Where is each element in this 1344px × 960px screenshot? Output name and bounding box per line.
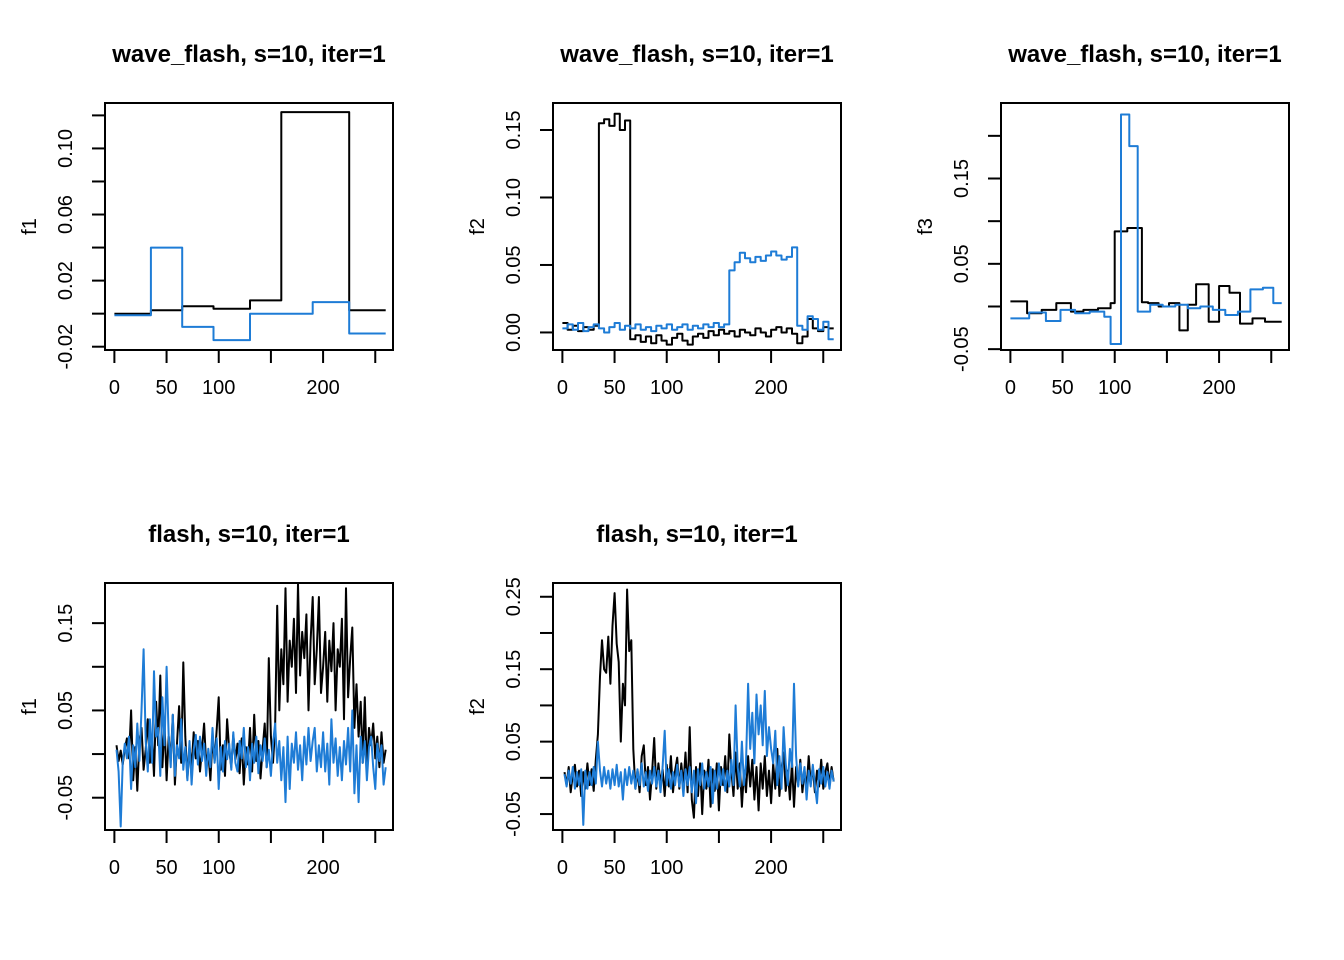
y-tick-label: -0.05 xyxy=(503,791,525,837)
plot-box xyxy=(1000,102,1290,351)
chart-flash-f1: 0 50 100 200 -0.05 0.05 0.15 flash, s=10, iter=… xyxy=(19,521,394,879)
series-line-blue xyxy=(563,682,835,826)
x-tick-label: 100 xyxy=(1098,377,1131,399)
series-line-blue xyxy=(562,246,834,341)
y-axis-label: f2 xyxy=(467,698,489,715)
x-tick-label: 100 xyxy=(202,377,235,399)
plot-flash-f1: 0 50 100 200 -0.05 0.05 0.15 flash, s=10, iter=… xyxy=(0,480,448,960)
plot-title: flash, s=10, iter=1 xyxy=(148,521,349,548)
y-tick-label: -0.05 xyxy=(55,775,77,821)
y-tick-label: 0.05 xyxy=(503,722,525,761)
x-tick-label: 200 xyxy=(1202,377,1235,399)
plot-title: wave_flash, s=10, iter=1 xyxy=(1007,41,1282,68)
plot-title: flash, s=10, iter=1 xyxy=(596,521,797,548)
chart-flash-f2: 0 50 100 200 -0.05 0.05 0.15 0.25 flash, s=10, i… xyxy=(467,521,842,879)
x-tick-label: 0 xyxy=(109,857,120,879)
plot-title: wave_flash, s=10, iter=1 xyxy=(559,41,834,68)
chart-wave-flash-f3: 0 50 100 200 -0.05 0.05 0.15 wave_flash, s=10, … xyxy=(915,41,1290,399)
y-tick-label: 0.05 xyxy=(951,244,973,283)
y-tick-label: 0.00 xyxy=(503,313,525,352)
chart-wave-flash-f1: 0 50 100 200 -0.02 0.02 0.06 0.10 wave_flash, s=… xyxy=(19,41,394,399)
y-axis-label: f1 xyxy=(19,698,41,715)
empty-cell xyxy=(896,480,1344,960)
y-tick-label: 0.05 xyxy=(55,691,77,730)
y-tick-label: 0.05 xyxy=(503,245,525,284)
x-tick-label: 50 xyxy=(155,857,177,879)
series-line-blue xyxy=(115,648,387,828)
y-tick-label: -0.02 xyxy=(55,324,77,370)
x-tick-label: 0 xyxy=(1005,377,1016,399)
y-tick-label: 0.15 xyxy=(951,159,973,198)
y-axis-label: f1 xyxy=(19,218,41,235)
y-tick-label: 0.10 xyxy=(55,129,77,168)
plot-box xyxy=(104,102,394,351)
plot-flash-f2: 0 50 100 200 -0.05 0.05 0.15 0.25 flash, s=10, i… xyxy=(448,480,896,960)
y-tick-label: 0.25 xyxy=(503,577,525,616)
y-tick-label: 0.15 xyxy=(503,111,525,150)
x-tick-label: 50 xyxy=(603,377,625,399)
x-tick-label: 50 xyxy=(603,857,625,879)
plot-box xyxy=(552,582,842,831)
plot-box xyxy=(104,582,394,831)
y-tick-label: 0.15 xyxy=(55,604,77,643)
chart-wave-flash-f2: 0 50 100 200 0.00 0.05 0.10 0.15 wave_flash, s=1… xyxy=(467,41,842,399)
series-line-black xyxy=(562,112,834,346)
plot-wave-flash-f1: 0 50 100 200 -0.02 0.02 0.06 0.10 wave_flash, s=… xyxy=(0,0,448,480)
x-tick-label: 50 xyxy=(155,377,177,399)
x-tick-label: 100 xyxy=(202,857,235,879)
series-line-blue xyxy=(1010,113,1282,345)
y-axis-label: f3 xyxy=(915,218,937,235)
y-tick-label: 0.06 xyxy=(55,195,77,234)
x-tick-label: 100 xyxy=(650,377,683,399)
series-line-black xyxy=(114,111,386,315)
x-tick-label: 0 xyxy=(109,377,120,399)
series-line-blue xyxy=(114,246,386,342)
y-tick-label: -0.05 xyxy=(951,326,973,372)
x-tick-label: 0 xyxy=(557,857,568,879)
plot-title: wave_flash, s=10, iter=1 xyxy=(111,41,386,68)
y-tick-label: 0.10 xyxy=(503,178,525,217)
x-tick-label: 200 xyxy=(306,857,339,879)
y-axis-label: f2 xyxy=(467,218,489,235)
y-tick-label: 0.02 xyxy=(55,261,77,300)
x-tick-label: 50 xyxy=(1051,377,1073,399)
y-tick-label: 0.15 xyxy=(503,650,525,689)
series-line-black xyxy=(1010,227,1282,332)
plot-wave-flash-f3: 0 50 100 200 -0.05 0.05 0.15 wave_flash, s=10, … xyxy=(896,0,1344,480)
plot-box xyxy=(552,102,842,351)
x-tick-label: 200 xyxy=(306,377,339,399)
x-tick-label: 0 xyxy=(557,377,568,399)
plot-wave-flash-f2: 0 50 100 200 0.00 0.05 0.10 0.15 wave_flash, s=1… xyxy=(448,0,896,480)
x-tick-label: 100 xyxy=(650,857,683,879)
x-tick-label: 200 xyxy=(754,377,787,399)
x-tick-label: 200 xyxy=(754,857,787,879)
